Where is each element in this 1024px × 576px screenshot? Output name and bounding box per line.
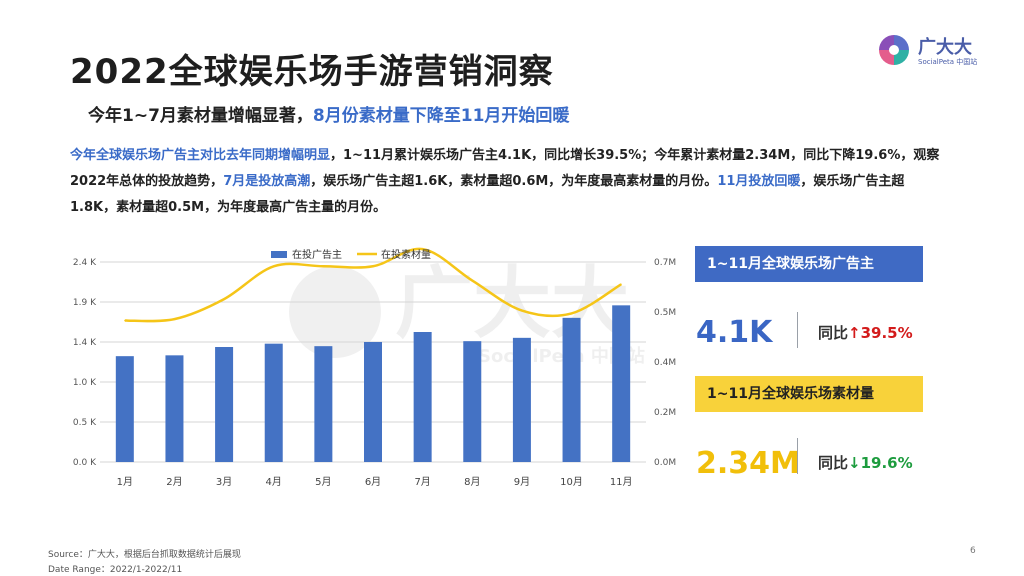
bar [314, 346, 333, 462]
legend-label-creatives: 在投素材量 [381, 248, 431, 261]
x-tick-label: 9月 [514, 476, 530, 488]
legend-swatch-bar [271, 251, 287, 258]
paragraph-highlight-2: 7月是投放高潮 [223, 174, 311, 189]
arrow-up-icon: ↑ [848, 324, 861, 342]
right-tick-label: 0.0M [654, 458, 676, 468]
footer-date-range: Date Range：2022/1-2022/11 [48, 565, 183, 575]
bar [562, 317, 581, 462]
advertiser-yoy-value: 39.5% [860, 324, 913, 342]
creative-yoy-value: 19.6% [860, 454, 913, 472]
line-point [223, 298, 225, 300]
logo-subtitle: SocialPeta 中国站 [918, 58, 978, 66]
summary-paragraph: 今年全球娱乐场广告主对比去年同期增幅明显，1~11月累计娱乐场广告主4.1K，同… [70, 143, 950, 221]
paragraph-highlight-1: 今年全球娱乐场广告主对比去年同期增幅明显 [70, 148, 331, 163]
bar [215, 347, 234, 462]
paragraph-text-2: ，娱乐场广告主超1.6K，素材量超0.6M，为年度最高素材量的月份。 [310, 174, 718, 189]
bar [612, 305, 631, 462]
paragraph-text-1: ，1~11月累计娱乐场广告主4.1K，同比增长39.5%；今年累计素材量2.34… [70, 148, 940, 189]
page-number: 6 [970, 546, 976, 556]
line-point [372, 265, 374, 267]
line-point [422, 248, 424, 250]
line-point [173, 318, 176, 320]
x-tick-label: 8月 [464, 476, 480, 488]
watermark-logo-icon [289, 266, 381, 358]
left-tick-label: 0.0 K [73, 458, 97, 468]
line-point [570, 312, 573, 315]
right-axis-ticks: 0.0M 0.2M 0.4M 0.5M 0.7M [654, 258, 676, 468]
bar [364, 342, 382, 462]
arrow-down-icon: ↓ [848, 454, 861, 472]
advertiser-yoy: 同比↑39.5% [818, 322, 913, 343]
creative-total-value: 2.34M [696, 446, 800, 481]
brand-logo: 广大大 SocialPeta 中国站 [877, 33, 997, 69]
right-tick-label: 0.5M [654, 308, 676, 318]
subtitle-highlight: 8月份素材量下降至11月开始回暖 [312, 106, 570, 126]
line-point [521, 309, 523, 312]
bar [165, 355, 184, 462]
bar [413, 332, 432, 462]
line-series [124, 247, 622, 323]
x-tick-label: 4月 [266, 476, 282, 488]
creative-card-header: 1~11月全球娱乐场素材量 [695, 376, 923, 412]
x-tick-label: 1月 [117, 476, 133, 488]
bar [463, 341, 482, 462]
divider-1 [797, 312, 798, 348]
chart-legend: 在投广告主 在投素材量 [271, 248, 431, 261]
divider-2 [797, 438, 798, 474]
legend-label-advertisers: 在投广告主 [292, 248, 342, 261]
x-axis-ticks: 1月 2月 3月 4月 5月 6月 7月 8月 9月 10月 11月 [117, 476, 633, 488]
line-point [273, 265, 275, 267]
paragraph-highlight-3: 11月投放回暖 [717, 174, 801, 189]
logo-name: 广大大 [918, 37, 972, 58]
bar-series [115, 305, 631, 462]
line-point [322, 265, 324, 267]
logo-mark-icon [879, 35, 909, 65]
right-tick-label: 0.4M [654, 358, 676, 368]
bar [264, 343, 283, 462]
paragraph-text-3: ，娱乐场广告主超1.8K，素材量超0.5M，为年度最高广告主量的月份。 [70, 174, 905, 215]
advertiser-total-value: 4.1K [696, 315, 773, 350]
x-tick-label: 7月 [414, 476, 430, 488]
page-title: 2022全球娱乐场手游营销洞察 [70, 52, 554, 92]
line-point [124, 319, 126, 322]
line-point [471, 279, 473, 282]
x-tick-label: 11月 [610, 476, 633, 488]
creative-yoy: 同比↓19.6% [818, 452, 913, 473]
page-subtitle: 今年1~7月素材量增幅显著，8月份素材量下降至11月开始回暖 [88, 101, 569, 126]
left-tick-label: 1.4 K [73, 338, 97, 348]
creative-yoy-label: 同比 [818, 454, 849, 472]
x-tick-label: 2月 [166, 476, 182, 488]
x-tick-label: 3月 [216, 476, 232, 488]
x-tick-label: 5月 [315, 476, 331, 488]
x-tick-label: 10月 [560, 476, 583, 488]
x-tick-label: 6月 [365, 476, 381, 488]
right-tick-label: 0.7M [654, 258, 676, 268]
advertiser-yoy-label: 同比 [818, 324, 849, 342]
bar [115, 356, 134, 462]
advertiser-card-header: 1~11月全球娱乐场广告主 [695, 246, 923, 282]
left-axis-ticks: 0.0 K 0.5 K 1.0 K 1.4 K 1.9 K 2.4 K [73, 258, 97, 468]
footer-source: Source：广大大，根据后台抓取数据统计后展现 [48, 550, 241, 560]
left-tick-label: 0.5 K [73, 418, 97, 428]
line-point [620, 283, 622, 285]
left-tick-label: 2.4 K [73, 258, 97, 268]
left-tick-label: 1.0 K [73, 378, 97, 388]
bar [512, 337, 531, 462]
subtitle-plain: 今年1~7月素材量增幅显著， [88, 106, 313, 126]
left-tick-label: 1.9 K [73, 298, 97, 308]
right-tick-label: 0.2M [654, 408, 676, 418]
